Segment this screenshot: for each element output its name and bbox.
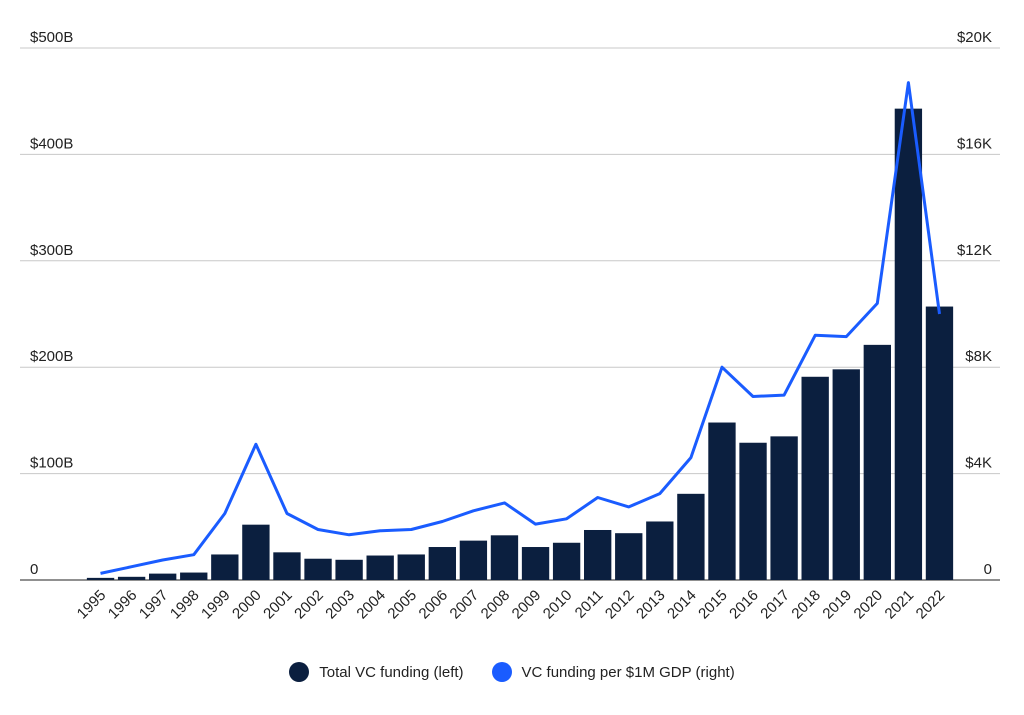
x-tick-1997: 1997	[136, 587, 172, 623]
x-tick-2014: 2014	[664, 587, 700, 623]
chart-plot: 0 $100B $200B $300B $400B $500B 0 $4K $8K $12K $1…	[20, 29, 1000, 623]
bar-2014	[677, 493, 705, 580]
bar-1996	[117, 576, 146, 580]
x-tick-2001: 2001	[260, 587, 296, 623]
bar-2002	[304, 558, 332, 580]
legend-label-per-gdp: VC funding per $1M GDP (right)	[521, 663, 735, 681]
line-vc-per-gdp	[100, 81, 941, 575]
x-tick-2007: 2007	[447, 587, 483, 623]
right-tick-label: $12K	[957, 242, 992, 259]
x-tick-2020: 2020	[851, 587, 887, 623]
bar-1995	[86, 577, 115, 580]
x-tick-2012: 2012	[602, 587, 638, 623]
line-series	[100, 81, 941, 575]
legend-swatch-total	[289, 662, 310, 682]
legend: Total VC funding (left) VC funding per $…	[0, 662, 1024, 682]
x-tick-2002: 2002	[291, 587, 327, 623]
x-tick-2005: 2005	[384, 587, 420, 623]
x-tick-1995: 1995	[74, 587, 110, 623]
x-tick-1998: 1998	[167, 587, 203, 623]
bar-2009	[521, 547, 550, 580]
x-tick-2008: 2008	[478, 587, 514, 623]
left-tick-label: $400B	[30, 135, 73, 152]
left-tick-label: $200B	[30, 348, 73, 365]
x-tick-2011: 2011	[572, 587, 607, 622]
right-tick-label: $20K	[957, 29, 992, 46]
left-tick-label: $500B	[30, 29, 73, 46]
bar-2000	[242, 524, 270, 580]
right-axis-labels: 0 $4K $8K $12K $16K $20K	[957, 29, 992, 578]
x-tick-2018: 2018	[788, 587, 824, 623]
legend-swatch-per-gdp	[491, 662, 512, 682]
bar-series	[86, 108, 954, 580]
right-tick-label: 0	[984, 561, 992, 578]
bar-2015	[708, 422, 736, 580]
bar-2022	[925, 306, 954, 580]
bar-2004	[366, 555, 394, 580]
right-tick-label: $8K	[965, 348, 992, 365]
x-tick-2006: 2006	[416, 587, 452, 623]
left-tick-label: $300B	[30, 242, 73, 259]
bar-2003	[335, 559, 363, 580]
right-tick-label: $4K	[965, 455, 992, 472]
legend-item-total: Total VC funding (left)	[289, 662, 464, 682]
legend-item-per-gdp: VC funding per $1M GDP (right)	[491, 662, 735, 682]
bar-2012	[615, 533, 643, 580]
bar-2008	[490, 535, 519, 580]
bar-2013	[646, 521, 674, 580]
bar-2011	[584, 529, 612, 580]
bar-2007	[459, 540, 488, 580]
x-tick-2000: 2000	[229, 587, 265, 623]
x-tick-2003: 2003	[322, 587, 358, 623]
bar-2005	[397, 554, 425, 580]
x-tick-2004: 2004	[353, 587, 389, 623]
bar-2017	[770, 436, 798, 580]
x-tick-1999: 1999	[198, 587, 234, 623]
bar-2021	[894, 108, 923, 580]
left-tick-label: $100B	[30, 455, 73, 472]
x-tick-2019: 2019	[819, 587, 855, 623]
x-tick-2016: 2016	[726, 587, 762, 623]
x-tick-2010: 2010	[540, 587, 576, 623]
x-tick-2021: 2021	[882, 587, 918, 623]
x-tick-2015: 2015	[695, 587, 731, 623]
x-tick-2017: 2017	[757, 587, 793, 623]
left-axis-labels: 0 $100B $200B $300B $400B $500B	[30, 29, 73, 578]
bar-1998	[180, 572, 208, 580]
bar-2016	[739, 442, 767, 580]
bar-2020	[863, 344, 891, 580]
bar-2006	[428, 547, 456, 580]
bar-1999	[211, 554, 239, 580]
x-tick-2009: 2009	[509, 587, 545, 623]
left-tick-label: 0	[30, 561, 38, 578]
bar-1997	[149, 573, 177, 580]
bar-2001	[273, 552, 301, 580]
bar-2010	[552, 542, 581, 580]
x-tick-2013: 2013	[633, 587, 669, 623]
x-tick-1996: 1996	[105, 587, 141, 623]
bar-2019	[832, 369, 860, 580]
right-tick-label: $16K	[957, 135, 992, 152]
bar-2018	[801, 376, 829, 580]
x-tick-2022: 2022	[913, 587, 949, 623]
x-axis-labels: 1995199619971998199920002001200220032004…	[74, 587, 949, 623]
legend-label-total: Total VC funding (left)	[319, 663, 464, 681]
